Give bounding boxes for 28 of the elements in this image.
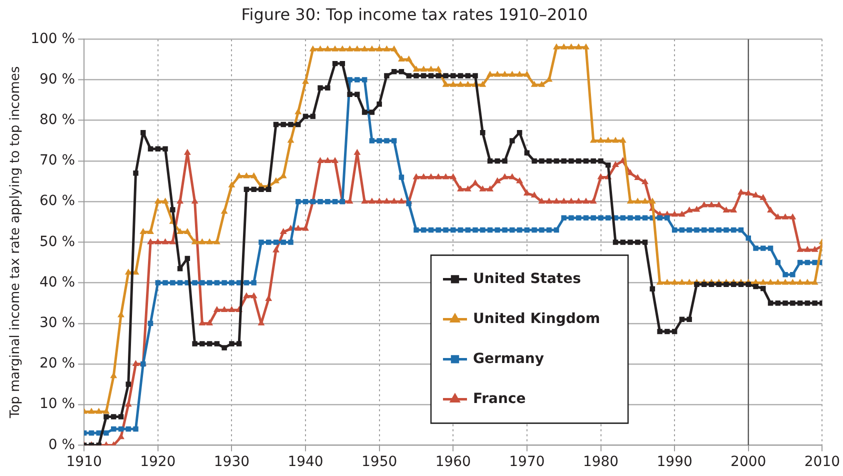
y-tick-label: 80 % (39, 112, 76, 128)
y-tick-label: 100 % (30, 30, 76, 47)
y-tick-label: 40 % (39, 274, 76, 290)
y-tick-label: 20 % (39, 356, 76, 372)
x-tick-label: 1950 (362, 454, 398, 470)
x-tick-label: 2010 (804, 454, 840, 470)
y-tick-label: 60 % (39, 193, 76, 210)
x-tick-label: 1910 (66, 454, 102, 470)
legend-label: United Kingdom (472, 310, 600, 327)
y-tick-label: 0 % (48, 436, 76, 453)
x-tick-label: 1940 (288, 454, 324, 470)
legend-label: France (472, 390, 526, 407)
y-tick-label: 70 % (39, 152, 76, 169)
legend-label: United States (472, 270, 581, 287)
x-tick-label: 1990 (656, 454, 692, 470)
x-tick-label: 1980 (582, 454, 619, 470)
y-axis-title: Top marginal income tax rate applying to top incomes (8, 66, 24, 420)
x-tick-label: 1930 (214, 454, 250, 470)
y-tick-label: 30 % (39, 315, 76, 332)
y-tick-label: 50 % (39, 234, 76, 250)
x-tick-label: 2000 (730, 454, 766, 470)
legend-label: Germany (472, 350, 544, 367)
x-tick-label: 1920 (140, 454, 176, 470)
x-tick-label: 1970 (509, 454, 545, 470)
x-tick-label: 1960 (435, 454, 471, 470)
y-tick-label: 10 % (39, 396, 76, 412)
chart-title: Figure 30: Top income tax rates 1910–2010 (241, 4, 588, 24)
y-tick-label: 90 % (39, 71, 76, 88)
